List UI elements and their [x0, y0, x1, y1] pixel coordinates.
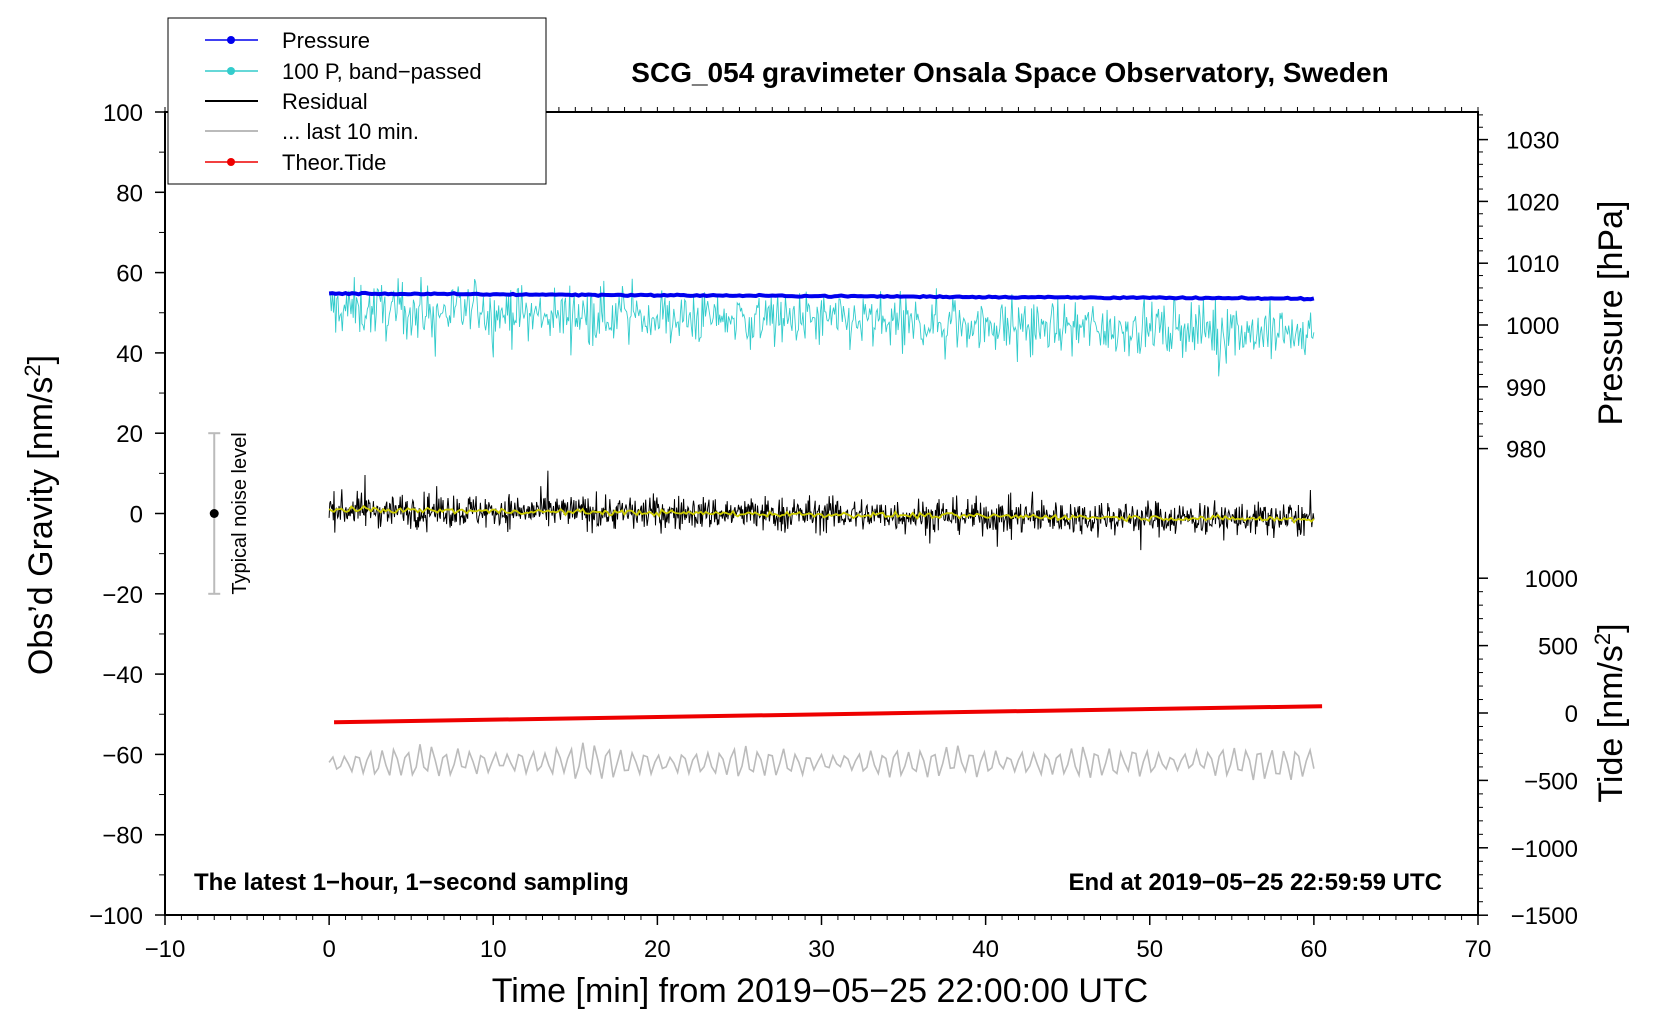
pressure-tick-label: 1020 — [1506, 189, 1559, 216]
legend-marker-bandpassed — [227, 67, 235, 75]
tide-tick-label: 500 — [1538, 634, 1578, 661]
legend-label-residual: Residual — [282, 89, 368, 114]
x-axis: −10 0 10 20 30 40 50 60 70 — [145, 915, 1492, 963]
pressure-tick-label: 1000 — [1506, 313, 1559, 340]
series-layer — [328, 276, 1323, 781]
y-tick-label: 0 — [130, 502, 143, 529]
y-tick-label: 80 — [116, 180, 143, 207]
x-tick-label: 0 — [322, 936, 335, 963]
x-tick-label: −10 — [145, 936, 186, 963]
y-axis-pressure-title: Pressure [hPa] — [1592, 201, 1630, 426]
series-theor-tide — [334, 704, 1323, 725]
tide-tick-label: −1000 — [1511, 836, 1578, 863]
series-pressure — [328, 290, 1315, 302]
noise-level-bar: Typical noise level — [208, 432, 251, 595]
note-end-time: End at 2019−05−25 22:59:59 UTC — [1068, 869, 1442, 896]
y-tick-label: −100 — [89, 903, 143, 930]
y-axis-tide-title-sup: 2 — [1590, 633, 1615, 645]
tide-tick-label: 0 — [1565, 701, 1578, 728]
y-tick-label: −20 — [102, 582, 143, 609]
legend-label-pressure: Pressure — [282, 28, 370, 53]
y-tick-label: 40 — [116, 341, 143, 368]
x-tick-label: 10 — [480, 936, 507, 963]
y-tick-label: −60 — [102, 742, 143, 769]
series-last10 — [328, 742, 1315, 781]
y-axis-left-title: Obs’d Gravity [nm/s2] — [20, 355, 61, 675]
note-sampling: The latest 1−hour, 1−second sampling — [194, 869, 629, 896]
pressure-tick-label: 990 — [1506, 375, 1546, 402]
tide-tick-label: −500 — [1524, 768, 1578, 795]
y-tick-label: 20 — [116, 421, 143, 448]
legend-marker-pressure — [227, 36, 235, 44]
legend: Pressure 100 P, band−passed Residual ...… — [167, 17, 547, 185]
y-axis-tide-title-end: ] — [1592, 623, 1630, 632]
x-tick-label: 60 — [1301, 936, 1328, 963]
y-tick-label: 60 — [116, 261, 143, 288]
pressure-tick-label: 1010 — [1506, 251, 1559, 278]
pressure-tick-label: 980 — [1506, 437, 1546, 464]
x-tick-label: 50 — [1136, 936, 1163, 963]
y-axis-left-title-end: ] — [22, 355, 60, 364]
noise-bar-center — [209, 509, 219, 518]
y-tick-label: −40 — [102, 662, 143, 689]
legend-label-last10: ... last 10 min. — [282, 119, 419, 144]
legend-label-bandpassed: 100 P, band−passed — [282, 59, 482, 84]
tide-tick-label: 1000 — [1525, 566, 1578, 593]
chart-title: SCG_054 gravimeter Onsala Space Observat… — [631, 57, 1388, 88]
y-axis-right-tide: −1500 −1000 −500 0 500 1000 — [1478, 566, 1578, 930]
y-axis-left-title-main: Obs’d Gravity [nm/s — [22, 377, 60, 676]
y-tick-label: −80 — [102, 823, 143, 850]
x-tick-label: 20 — [644, 936, 671, 963]
x-tick-label: 70 — [1465, 936, 1492, 963]
series-residual — [328, 470, 1315, 551]
x-tick-label: 30 — [808, 936, 835, 963]
y-tick-label: 100 — [103, 100, 143, 127]
y-axis-right-pressure: 980 990 1000 1010 1020 1030 — [1478, 128, 1559, 464]
y-axis-tide-title: Tide [nm/s2] — [1590, 623, 1631, 802]
y-axis-left: −100 −80 −60 −40 −20 0 20 40 60 80 100 — [89, 100, 165, 930]
legend-label-tide: Theor.Tide — [282, 150, 386, 175]
x-axis-title: Time [min] from 2019−05−25 22:00:00 UTC — [492, 972, 1148, 1010]
series-residual-smoothed — [328, 504, 1315, 524]
legend-marker-tide — [227, 158, 235, 166]
x-tick-label: 40 — [972, 936, 999, 963]
y-axis-left-title-sup: 2 — [20, 364, 45, 376]
series-bandpassed — [328, 276, 1315, 377]
pressure-tick-label: 1030 — [1506, 128, 1559, 155]
noise-bar-label: Typical noise level — [229, 432, 251, 594]
y-axis-tide-title-main: Tide [nm/s — [1592, 645, 1630, 802]
tide-tick-label: −1500 — [1511, 903, 1578, 930]
